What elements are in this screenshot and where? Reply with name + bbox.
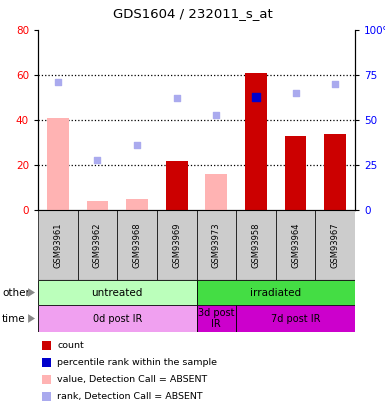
- Polygon shape: [28, 288, 35, 297]
- Text: GSM93964: GSM93964: [291, 222, 300, 268]
- Text: 7d post IR: 7d post IR: [271, 313, 320, 324]
- Point: [253, 94, 259, 100]
- Text: percentile rank within the sample: percentile rank within the sample: [57, 358, 217, 367]
- Bar: [236, 305, 355, 332]
- Bar: [87, 201, 108, 210]
- Bar: [245, 73, 267, 210]
- Bar: [126, 199, 148, 210]
- Bar: [38, 280, 196, 305]
- Bar: [276, 210, 315, 280]
- Text: 3d post
IR: 3d post IR: [198, 308, 234, 329]
- Point: [293, 90, 299, 96]
- Text: GSM93958: GSM93958: [251, 222, 260, 268]
- Bar: [47, 118, 69, 210]
- Text: time: time: [2, 313, 25, 324]
- Bar: [196, 305, 236, 332]
- Bar: [236, 210, 276, 280]
- Point: [55, 79, 61, 85]
- Text: GDS1604 / 232011_s_at: GDS1604 / 232011_s_at: [113, 7, 272, 20]
- Bar: [157, 210, 196, 280]
- Text: GSM93968: GSM93968: [132, 222, 142, 268]
- Bar: [315, 210, 355, 280]
- Text: irradiated: irradiated: [250, 288, 301, 298]
- Text: GSM93973: GSM93973: [212, 222, 221, 268]
- Text: 0d post IR: 0d post IR: [92, 313, 142, 324]
- Bar: [38, 305, 196, 332]
- Text: GSM93961: GSM93961: [53, 222, 62, 268]
- Point: [134, 142, 140, 149]
- Bar: [196, 280, 355, 305]
- Text: GSM93969: GSM93969: [172, 222, 181, 268]
- Point: [332, 81, 338, 87]
- Point: [213, 111, 219, 118]
- Text: untreated: untreated: [92, 288, 143, 298]
- Point: [174, 95, 180, 102]
- Bar: [285, 136, 306, 210]
- Text: GSM93962: GSM93962: [93, 222, 102, 268]
- Bar: [206, 174, 227, 210]
- Bar: [166, 160, 187, 210]
- Bar: [117, 210, 157, 280]
- Bar: [78, 210, 117, 280]
- Text: rank, Detection Call = ABSENT: rank, Detection Call = ABSENT: [57, 392, 203, 401]
- Text: count: count: [57, 341, 84, 350]
- Text: value, Detection Call = ABSENT: value, Detection Call = ABSENT: [57, 375, 208, 384]
- Bar: [196, 210, 236, 280]
- Bar: [324, 134, 346, 210]
- Polygon shape: [28, 314, 35, 323]
- Text: other: other: [2, 288, 30, 298]
- Point: [94, 156, 100, 163]
- Text: GSM93967: GSM93967: [331, 222, 340, 268]
- Bar: [38, 210, 78, 280]
